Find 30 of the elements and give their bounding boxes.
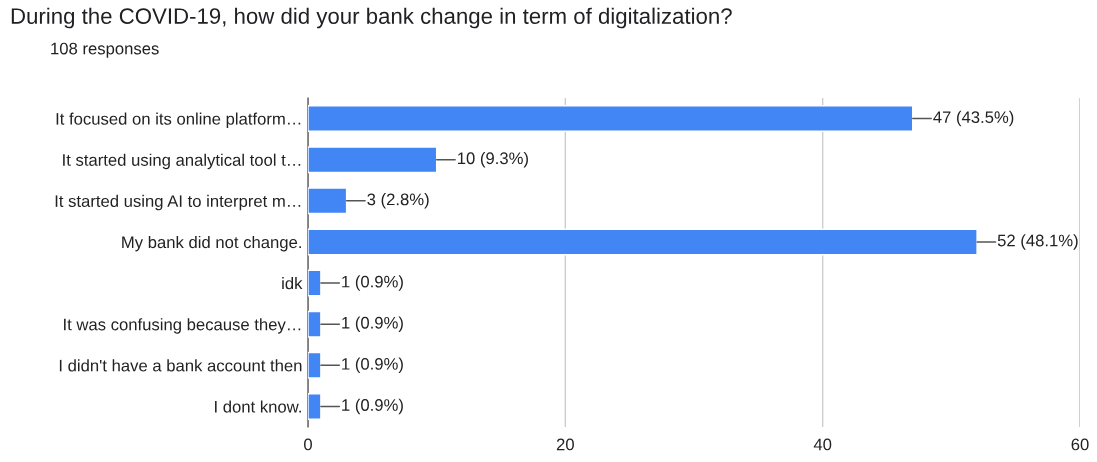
x-tick-label: 40 <box>813 438 832 451</box>
bar <box>308 351 322 379</box>
y-tick-label: I dont know. <box>215 400 301 413</box>
y-tick-label: I didn't have a bank account then <box>59 359 302 372</box>
data-label: 1 (0.9%) <box>342 316 403 332</box>
y-tick-label: My bank did not change. <box>122 235 301 252</box>
x-tick-label: 20 <box>556 438 574 451</box>
bar <box>308 187 348 215</box>
data-label: 47 (43.5%) <box>933 110 1014 127</box>
y-tick-label: idk <box>282 277 303 290</box>
data-label: 1 (0.9%) <box>342 357 403 374</box>
bar <box>308 392 322 420</box>
y-tick-label: It started using AI to interpret m… <box>55 194 301 211</box>
chart-title: During the COVID-19, how did your bank change in term of digitalization? <box>11 7 732 29</box>
bar <box>308 105 914 133</box>
data-label: 3 (2.8%) <box>367 193 429 209</box>
y-tick-label: It focused on its online platform… <box>56 112 301 129</box>
bar <box>308 146 438 174</box>
bar <box>308 228 978 256</box>
data-label: 1 (0.9%) <box>342 398 403 415</box>
bar <box>308 269 322 297</box>
data-label: 52 (48.1%) <box>997 234 1078 250</box>
bar <box>308 310 322 338</box>
y-tick-label: It started using analytical tool t… <box>63 153 301 170</box>
x-tick-label: 0 <box>304 438 312 451</box>
data-label: 10 (9.3%) <box>458 151 528 168</box>
data-label: 1 (0.9%) <box>342 275 403 291</box>
y-tick-label: It was confusing because they… <box>64 318 301 334</box>
x-tick-label: 60 <box>1071 438 1089 451</box>
text: 108 responses <box>51 42 159 58</box>
